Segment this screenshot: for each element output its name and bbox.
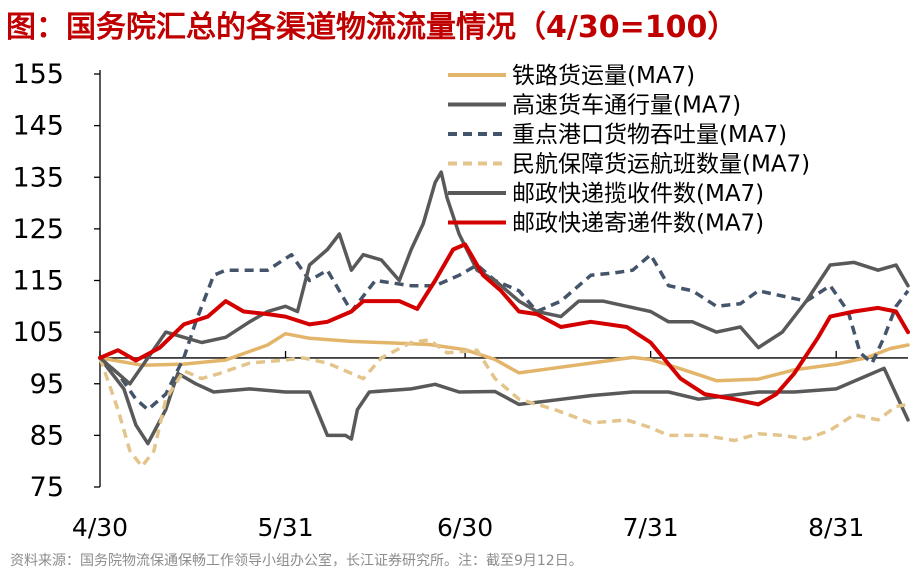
legend-label-3: 重点港口货物吞吐量(MA7) [512,122,787,148]
series-line-4 [98,338,909,469]
y-tick-label: 115 [12,266,64,297]
x-tick-label: 8/31 [808,513,864,542]
series-layer [98,170,910,469]
series-line-3 [98,252,910,412]
x-axis: 4/30 5/31 6/30 7/31 8/31 [72,350,908,542]
legend-label-1: 铁路货运量(MA7) [512,63,695,89]
x-tick-label: 4/30 [72,513,128,542]
legend: 铁路货运量(MA7) 高速货车通行量(MA7) 重点港口货物吞吐量(MA7) 民航保障… [448,63,810,237]
legend-label-2: 高速货车通行量(MA7) [512,93,741,119]
y-tick-label: 105 [12,317,64,348]
y-tick-label: 125 [12,214,64,245]
x-tick-label: 6/30 [437,513,493,542]
x-tick-label: 5/31 [257,513,313,542]
y-tick-label: 135 [12,162,64,193]
y-tick-label: 95 [30,369,64,400]
series-line-6 [98,242,910,407]
y-axis: 75 85 95 105 115 125 135 145 155 [12,59,101,503]
y-tick-label: 75 [30,472,64,503]
legend-label-5: 邮政快递揽收件数(MA7) [512,181,764,207]
legend-label-6: 邮政快递寄递件数(MA7) [512,211,764,237]
x-tick-label: 7/31 [623,513,679,542]
y-tick-label: 155 [12,59,64,90]
series-line-5 [98,170,910,386]
y-tick-label: 85 [30,420,64,451]
chart-title: 图：国务院汇总的各渠道物流流量情况（4/30=100） [6,10,738,45]
legend-label-4: 民航保障货运航班数量(MA7) [512,152,810,178]
source-note: 资料来源：国务院物流保通保畅工作领导小组办公室，长江证券研究所。注：截至9月12… [10,553,583,569]
y-tick-label: 145 [12,111,64,142]
